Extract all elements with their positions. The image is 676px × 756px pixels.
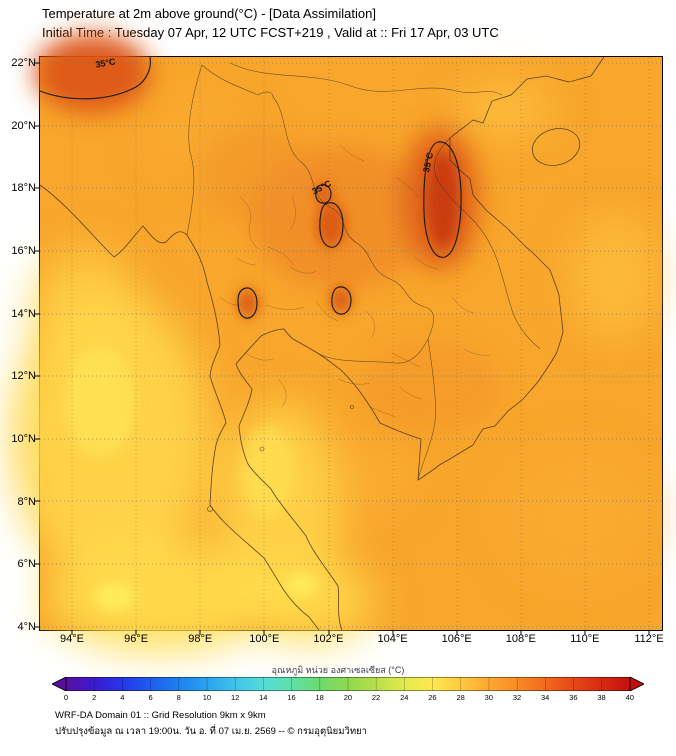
country-borders (39, 56, 605, 631)
x-axis-labels: 94°E 96°E 98°E 100°E 102°E 104°E 106°E 1… (52, 633, 669, 645)
colorbar-tick-label: 24 (400, 693, 409, 702)
map-plot-area: 35°C 35°C 35°C (10, 33, 663, 652)
y-tick-label: 6°N (17, 558, 36, 571)
temperature-field (10, 33, 660, 652)
colorbar-tick-label: 28 (456, 693, 465, 702)
y-axis-labels: 22°N 20°N 18°N 16°N 14°N 12°N 10°N 8°N 6… (0, 56, 36, 634)
contour-lines-35c (39, 56, 462, 319)
x-tick-label: 98°E (188, 633, 213, 645)
x-tick-label: 96°E (124, 633, 149, 645)
colorbar-tick-label: 4 (120, 693, 125, 702)
y-tick-label: 14°N (11, 307, 36, 320)
colorbar-tick-label: 34 (541, 693, 550, 702)
temperature-map: 35°C 35°C 35°C (10, 33, 662, 652)
colorbar-tick-label: 10 (202, 693, 212, 702)
colorbar-tick-label: 32 (512, 693, 522, 702)
colorbar-right-arrow (629, 677, 644, 691)
x-tick-label: 104°E (377, 633, 408, 645)
colorbar-left-arrow (52, 677, 67, 691)
x-tick-label: 94°E (60, 633, 84, 645)
colorbar-tick-label: 6 (148, 693, 153, 702)
colorbar-tick-label: 12 (230, 693, 240, 702)
axis-tick-marks (35, 62, 650, 635)
small-islands (207, 405, 354, 512)
x-tick-label: 100°E (249, 633, 280, 645)
coastline-east (235, 56, 605, 631)
y-tick-label: 8°N (17, 495, 36, 508)
y-tick-label: 16°N (11, 244, 36, 257)
y-tick-label: 10°N (11, 432, 36, 445)
colorbar-tick-label: 22 (371, 693, 381, 702)
colorbar-tick-label: 16 (287, 693, 296, 702)
x-tick-label: 108°E (505, 633, 536, 645)
y-axis-tick-marks (35, 62, 40, 628)
hainan-island-outline (531, 128, 581, 166)
national-borders (186, 62, 541, 481)
x-tick-label: 112°E (634, 633, 664, 645)
contour-label-vietnam: 35°C (421, 151, 435, 173)
colorbar-title: อุณหภูมิ หน่วย องศาเซลเซียส (°C) (271, 665, 405, 675)
colorbar-tick-label: 36 (569, 693, 578, 702)
y-tick-label: 18°N (11, 182, 36, 195)
colorbar-tick-label: 26 (428, 693, 437, 702)
x-tick-label: 102°E (313, 633, 344, 645)
colorbar-tick-label: 18 (315, 693, 324, 702)
x-tick-label: 110°E (570, 633, 600, 645)
coastline-west (39, 184, 320, 631)
colorbar (52, 677, 644, 691)
colorbar-tick-labels: 0 2 4 6 8 10 12 14 16 18 20 22 24 26 28 … (59, 693, 637, 702)
colorbar-tick-label: 14 (259, 693, 268, 702)
colorbar-tick-label: 40 (625, 693, 634, 702)
colorbar-tick-label: 2 (92, 693, 97, 702)
y-tick-label: 22°N (11, 57, 36, 69)
colorbar-tick-label: 8 (176, 693, 181, 702)
colorbar-segment-dividers (65, 677, 631, 691)
colorbar-tick-label: 0 (63, 693, 69, 702)
contour-label-nw: 35°C (95, 56, 117, 69)
province-boundaries (219, 144, 491, 418)
colorbar-tick-label: 30 (484, 693, 493, 702)
colorbar-tick-label: 20 (343, 693, 353, 702)
page-subtitle: Initial Time : Tuesday 07 Apr, 12 UTC FC… (42, 25, 499, 40)
update-copyright-line: ปรับปรุงข้อมูล ณ เวลา 19:00น. วัน อ. ที่… (55, 726, 367, 737)
x-axis-tick-marks (71, 630, 650, 635)
page-title: Temperature at 2m above ground(°C) - [Da… (42, 6, 376, 21)
colorbar-tick-label: 38 (597, 693, 606, 702)
x-tick-label: 106°E (441, 633, 472, 645)
y-tick-label: 4°N (17, 620, 36, 633)
y-tick-label: 12°N (11, 370, 36, 383)
y-tick-label: 20°N (11, 119, 36, 132)
model-info-line: WRF-DA Domain 01 :: Grid Resolution 9km … (55, 710, 266, 721)
